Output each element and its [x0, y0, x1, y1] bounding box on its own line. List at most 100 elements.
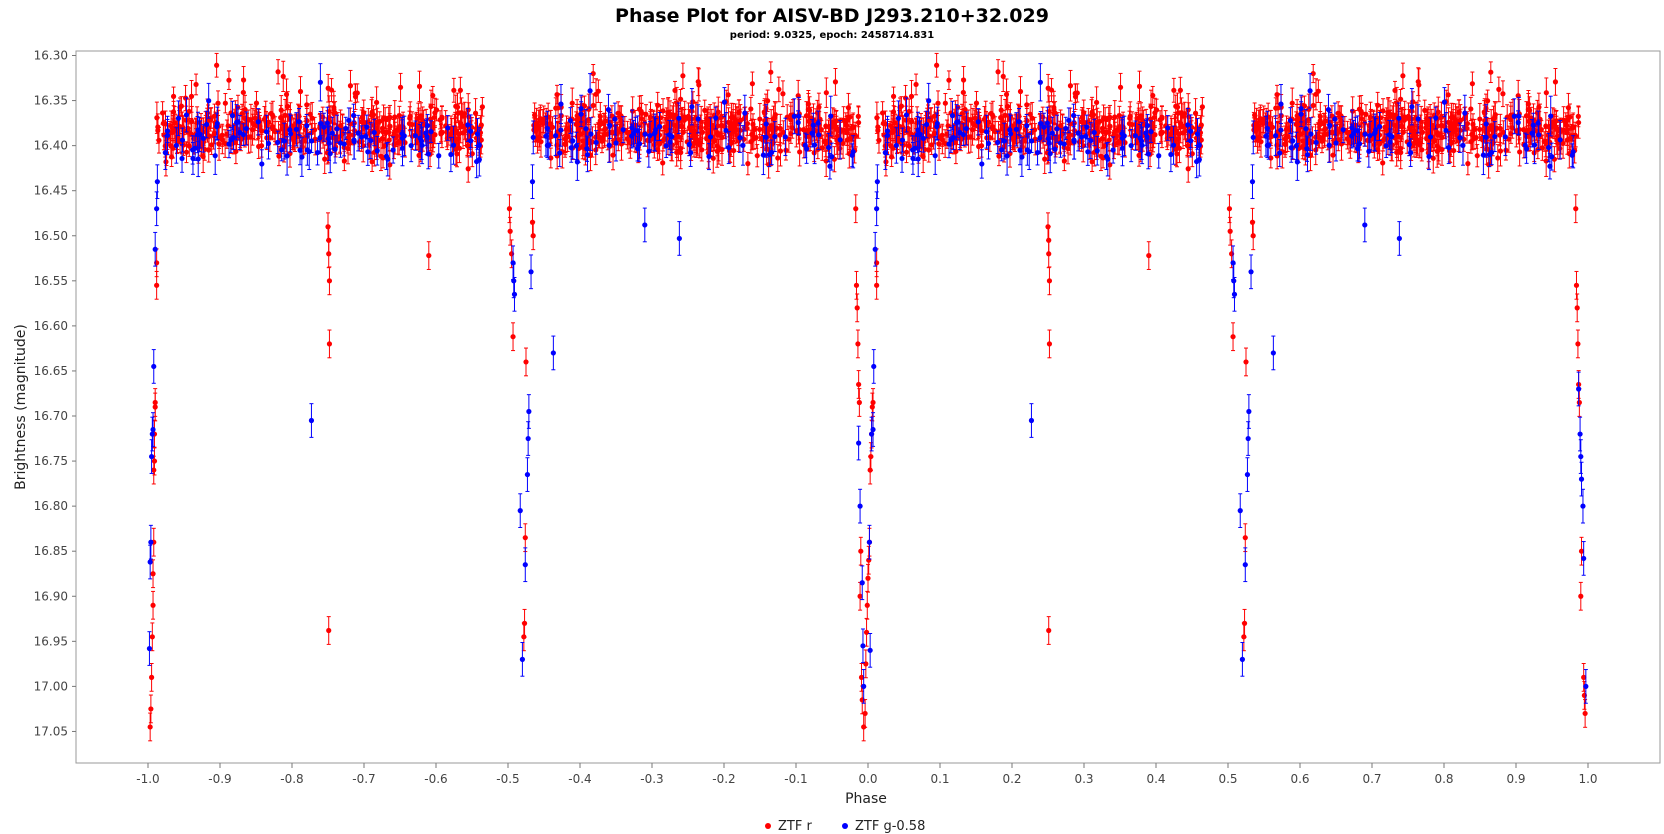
x-tick-label: -0.2 [712, 772, 735, 786]
data-point-ztf-r [1563, 112, 1569, 135]
data-point-ztf-r [970, 107, 976, 139]
data-point-ztf-r [454, 92, 461, 122]
y-tick-label: 16.85 [34, 544, 68, 558]
y-tick-label: 16.75 [34, 454, 68, 468]
data-point-ztf-r [780, 120, 786, 145]
data-point-ztf-r [216, 127, 222, 161]
y-tick-label: 16.70 [34, 409, 68, 423]
data-point-ztf-r [753, 126, 759, 149]
data-point-ztf-r [454, 140, 460, 168]
data-point-ztf-r [1300, 125, 1306, 157]
y-tick-label: 16.90 [34, 589, 68, 603]
data-point-ztf-r [1027, 103, 1033, 126]
data-point-ztf-r [1503, 139, 1509, 161]
data-point-ztf-r [1423, 113, 1429, 133]
data-point-ztf-r [1541, 131, 1547, 152]
legend: ZTF r ZTF g-0.58 [765, 819, 925, 834]
data-point-ztf-r [684, 129, 690, 154]
data-point-ztf-r [1488, 61, 1494, 83]
data-point-ztf-r [695, 67, 701, 97]
x-tick-label: 1.0 [1578, 772, 1597, 786]
data-point-ztf-r [934, 52, 940, 78]
data-point-ztf-r [1072, 83, 1078, 104]
y-axis: 16.30 16.35 16.40 16.45 16.50 16.55 16.60 16.65… [34, 49, 76, 738]
y-tick-label: 16.80 [34, 499, 68, 513]
data-point-ztf-r [352, 83, 358, 104]
data-point-ztf-r [819, 134, 825, 161]
data-point-ztf-r [1543, 77, 1549, 108]
data-point-ztf-r [1500, 80, 1506, 108]
x-axis-label: Phase [845, 791, 887, 807]
data-point-ztf-r [188, 79, 195, 113]
data-point-ztf-r [1067, 69, 1074, 102]
data-point-ztf-r [1539, 134, 1545, 161]
data-point-ztf-r [430, 85, 436, 106]
data-point-ztf-r [1415, 67, 1421, 97]
y-tick-label: 16.35 [34, 94, 68, 108]
data-point-ztf-r [1471, 127, 1477, 150]
data-point-ztf-r [402, 127, 408, 158]
y-tick-label: 16.95 [34, 634, 68, 648]
data-point-ztf-r [1465, 151, 1471, 176]
data-point-ztf-r [374, 86, 380, 119]
data-point-ztf-r [660, 150, 666, 176]
data-point-ztf-r [847, 103, 853, 131]
data-point-ztf-r [615, 128, 621, 152]
y-tick-label: 16.55 [34, 274, 68, 288]
data-point-ztf-r [1500, 120, 1506, 145]
y-tick-label: 17.05 [34, 724, 68, 738]
data-point-ztf-r [748, 96, 754, 122]
x-tick-label: 0.9 [1506, 772, 1525, 786]
data-point-ztf-r [1313, 78, 1319, 111]
data-point-ztf-r [309, 101, 315, 135]
data-point-ztf-r [751, 127, 757, 150]
y-axis-label: Brightness (magnitude) [13, 324, 29, 490]
data-point-ztf-r [379, 128, 385, 149]
data-point-ztf-r [703, 113, 709, 133]
data-point-ztf-r [1017, 76, 1024, 107]
x-tick-label: 0.7 [1362, 772, 1381, 786]
chart-title: Phase Plot for AISV-BD J293.210+32.029 [615, 5, 1049, 27]
data-point-ztf-r [776, 76, 782, 103]
y-tick-label: 16.45 [34, 184, 68, 198]
data-point-ztf-r [1000, 60, 1006, 93]
y-tick-label: 16.60 [34, 319, 68, 333]
data-point-ztf-r [906, 135, 912, 157]
data-point-ztf-r [1099, 128, 1105, 149]
data-point-ztf-r [1575, 105, 1581, 128]
data-point-ztf-r [1400, 62, 1406, 89]
x-tick-label: 0.3 [1074, 772, 1093, 786]
data-point-ztf-r [1560, 128, 1566, 159]
data-point-ztf-r [1552, 68, 1559, 96]
data-point-ztf-r [222, 93, 228, 114]
x-tick-label: 0.4 [1146, 772, 1165, 786]
data-point-ztf-r [451, 77, 457, 103]
data-point-ztf-r [1319, 129, 1325, 154]
data-point-ztf-r [1310, 64, 1316, 84]
data-point-ztf-r [1468, 96, 1474, 122]
x-tick-label: -0.6 [424, 772, 447, 786]
x-tick-label: -1.0 [136, 772, 159, 786]
data-point-ztf-r [590, 64, 596, 84]
data-point-ztf-r [275, 59, 281, 85]
x-tick-label: 0.0 [858, 772, 877, 786]
data-point-ztf-r [409, 111, 415, 138]
data-point-ztf-r [1150, 85, 1156, 106]
data-point-ztf-r [780, 80, 786, 108]
data-point-ztf-r [680, 62, 686, 89]
data-point-ztf-r [890, 86, 897, 107]
data-point-ztf-r [715, 114, 721, 138]
data-point-ztf-r [1127, 101, 1133, 132]
x-tick-label: -0.5 [496, 772, 519, 786]
data-point-ztf-r [903, 141, 910, 164]
data-point-ztf-r [1107, 150, 1113, 180]
x-tick-label: 0.5 [1218, 772, 1237, 786]
data-point-ztf-r [347, 69, 354, 102]
data-point-ztf-r [1567, 103, 1573, 131]
data-point-ztf-r [280, 60, 286, 93]
data-point-ztf-r [1469, 71, 1475, 96]
y-tick-label: 17.00 [34, 679, 68, 693]
data-point-ztf-r [832, 68, 839, 96]
data-point-ztf-r [749, 118, 755, 151]
